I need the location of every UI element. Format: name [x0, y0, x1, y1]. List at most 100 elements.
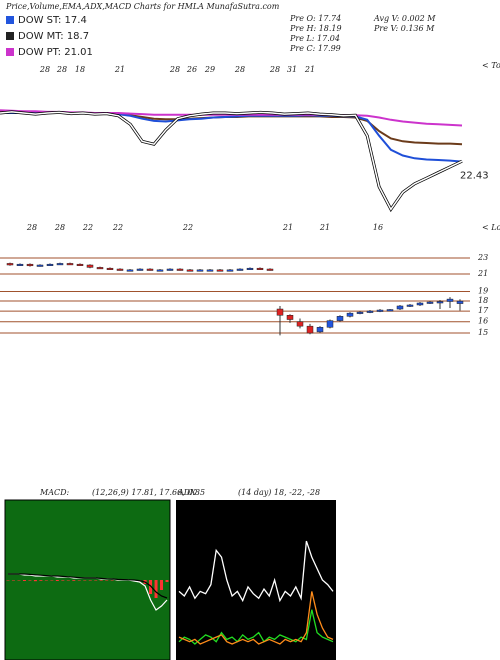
candle-body — [296, 321, 304, 327]
info-text: Pre C: 17.99 — [289, 44, 341, 53]
candle-body — [406, 304, 414, 307]
annotation: < Lows — [482, 223, 500, 232]
candle-body — [116, 268, 124, 271]
candle-body — [456, 300, 464, 304]
histogram-bar — [11, 580, 15, 581]
date-label: 28 — [39, 65, 50, 74]
date-label: 21 — [304, 65, 315, 74]
histogram-bar — [39, 580, 43, 581]
candle-body — [76, 263, 84, 266]
histogram-bar — [33, 580, 37, 582]
candle-body — [286, 315, 294, 320]
histogram-bar — [99, 580, 103, 581]
panel-params: (14 day) 18, -22, -28 — [238, 488, 320, 497]
legend-label: DOW ST: 17.4 — [18, 15, 87, 26]
panel-background — [176, 500, 336, 660]
date-label: 29 — [204, 65, 215, 74]
date-label: 26 — [186, 65, 197, 74]
info-text: Avg V: 0.002 M — [373, 14, 436, 23]
candle-body — [186, 269, 194, 272]
legend-label: DOW PT: 21.01 — [18, 47, 93, 58]
y-tick-label: 18 — [478, 296, 488, 305]
panel-params: (12,26,9) 17.81, 17.66, 0.85 — [92, 488, 205, 497]
y-tick-label: 17 — [478, 306, 489, 315]
candle-body — [356, 311, 364, 314]
histogram-bar — [28, 580, 32, 581]
legend-swatch — [6, 16, 14, 24]
candle-body — [236, 268, 244, 271]
date-label: 31 — [287, 65, 297, 74]
y-tick-label: 19 — [478, 287, 488, 296]
candle-body — [156, 269, 164, 272]
line — [8, 573, 168, 599]
candle-body — [326, 320, 334, 328]
date-label: 21 — [319, 223, 330, 232]
candle-body — [246, 267, 254, 270]
date-label: 21 — [114, 65, 125, 74]
date-label: 22 — [182, 223, 193, 232]
info-text: Pre H: 18.19 — [289, 24, 342, 33]
date-label: 28 — [269, 65, 280, 74]
candle-body — [376, 309, 384, 312]
candle-body — [166, 268, 174, 271]
panel-background — [4, 499, 171, 660]
info-text: Pre O: 17.74 — [289, 14, 341, 23]
histogram-bar — [94, 580, 98, 581]
candle-body — [316, 327, 324, 333]
candle-body — [346, 312, 354, 317]
histogram-bar — [55, 580, 59, 581]
candle-body — [336, 316, 344, 321]
candle-body — [46, 263, 54, 266]
y-tick-label: 23 — [477, 253, 488, 262]
legend-swatch — [6, 32, 14, 40]
value-label: 22.43 — [460, 171, 489, 182]
line — [178, 591, 334, 645]
candle-body — [146, 268, 154, 271]
candle-body — [426, 301, 434, 304]
histogram-bar — [17, 580, 21, 581]
date-label: 22 — [112, 223, 123, 232]
panel-label: MACD: — [39, 488, 70, 497]
candle-body — [136, 268, 144, 271]
y-tick-label: 21 — [477, 269, 488, 278]
candle-body — [366, 310, 374, 313]
date-label: 28 — [56, 65, 67, 74]
histogram-bar — [88, 580, 92, 581]
candle-body — [36, 264, 44, 267]
date-label: 28 — [234, 65, 245, 74]
histogram-bar — [72, 580, 76, 581]
candle-body — [6, 263, 14, 266]
candle-body — [106, 267, 114, 270]
candle-body — [386, 309, 394, 312]
line-outline — [0, 110, 463, 213]
histogram-bar — [77, 580, 81, 581]
histogram-bar — [154, 580, 158, 598]
info-text: Pre V: 0.136 M — [373, 24, 435, 33]
date-label: 16 — [373, 223, 383, 232]
histogram-bar — [66, 580, 70, 581]
histogram-bar — [105, 580, 109, 581]
candle-body — [86, 264, 94, 268]
candle-body — [206, 269, 214, 272]
candle-body — [176, 268, 184, 271]
date-label: 21 — [282, 223, 293, 232]
histogram-bar — [160, 580, 164, 590]
candle-body — [56, 263, 64, 266]
legend-label: DOW MT: 18.7 — [18, 31, 89, 42]
annotation: < Tops — [482, 61, 500, 70]
histogram-bar — [83, 580, 87, 581]
panel-label: ADX — [177, 488, 196, 497]
candle-body — [226, 269, 234, 272]
candle-body — [276, 308, 284, 316]
candle-body — [306, 325, 314, 334]
candle-body — [126, 269, 134, 272]
chart-title: Price,Volume,EMA,ADX,MACD Charts for HML… — [5, 2, 280, 11]
histogram-bar — [50, 580, 54, 581]
candle-body — [96, 267, 104, 270]
candle-body — [216, 269, 224, 272]
histogram-bar — [6, 580, 10, 581]
candle-body — [266, 268, 274, 271]
candle-body — [196, 269, 204, 272]
